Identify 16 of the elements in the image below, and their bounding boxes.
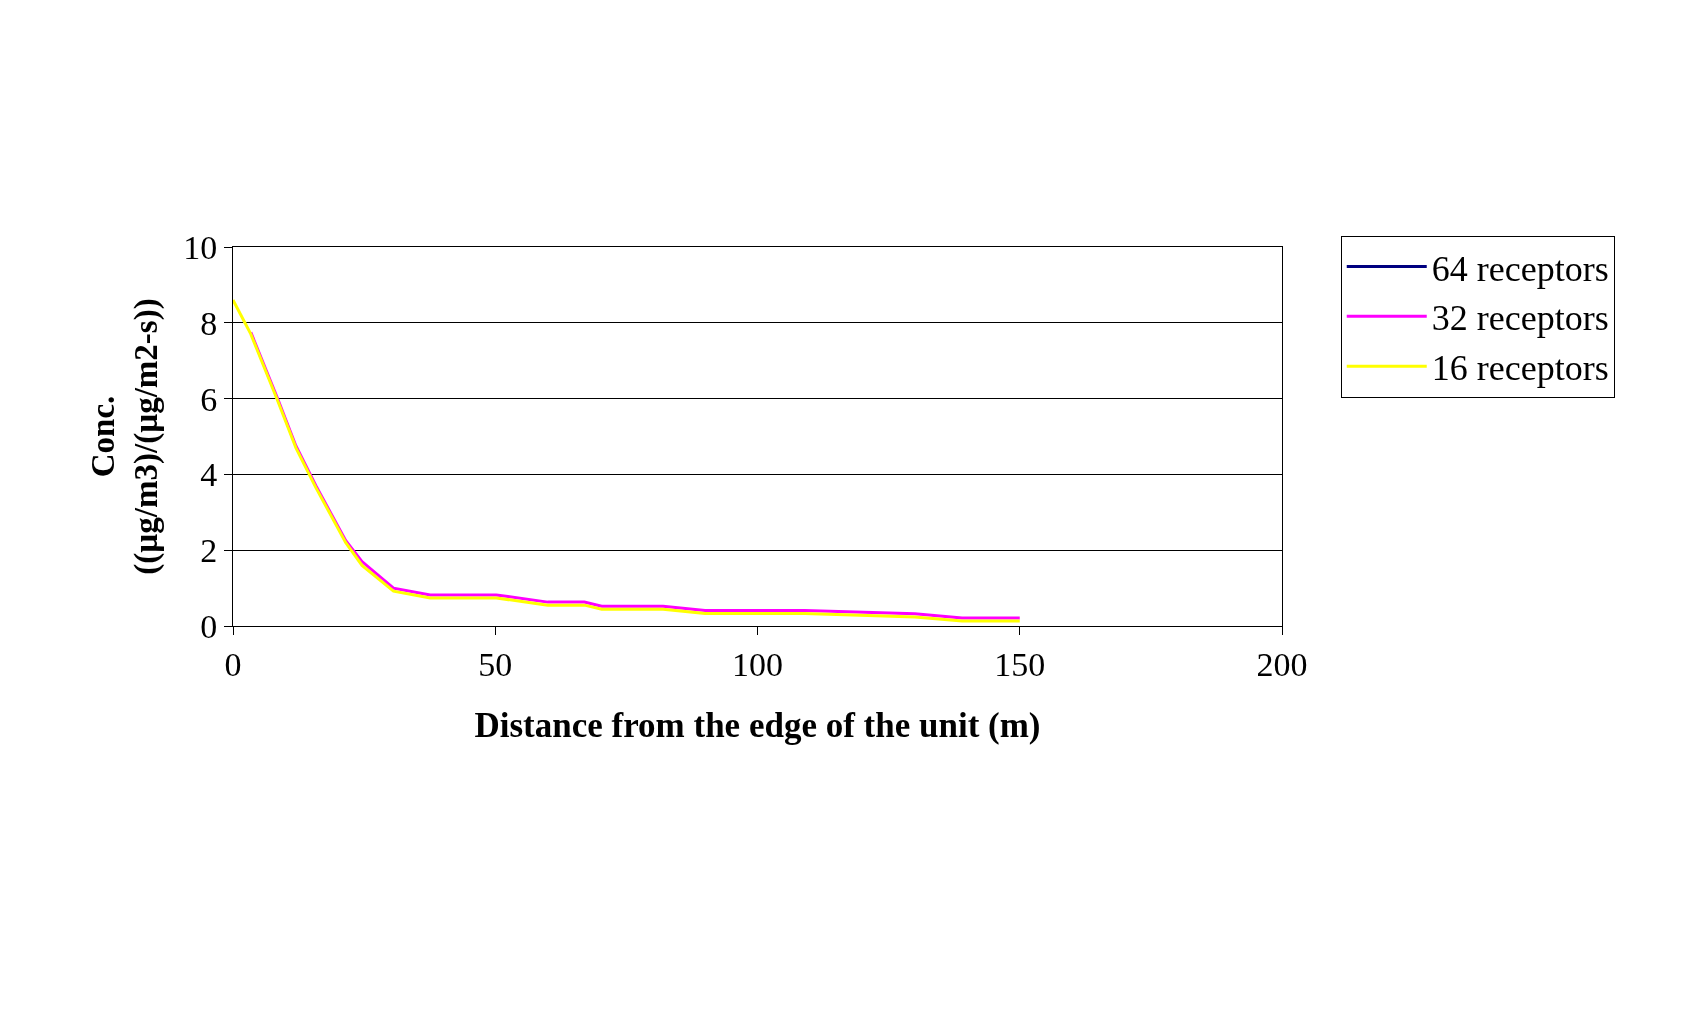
x-tick-label: 150 bbox=[994, 645, 1046, 683]
y-tick-label: 6 bbox=[200, 380, 218, 418]
x-tick-label: 100 bbox=[732, 645, 783, 683]
y-axis-title: Conc. ((µg/m3)/(µg/m2-s)) bbox=[85, 298, 166, 575]
legend-label: 64 receptors bbox=[1431, 248, 1609, 289]
x-axis-title: Distance from the edge of the unit (m) bbox=[474, 705, 1041, 745]
y-tick-label: 8 bbox=[200, 304, 218, 342]
y-tick-label: 2 bbox=[200, 532, 218, 570]
y-tick-label: 4 bbox=[200, 456, 218, 494]
x-tick-label: 0 bbox=[224, 645, 242, 683]
x-tick-label: 200 bbox=[1256, 645, 1308, 683]
y-tick-label: 0 bbox=[200, 607, 218, 645]
legend-label: 32 receptors bbox=[1431, 298, 1609, 339]
legend-label: 16 receptors bbox=[1431, 348, 1609, 389]
x-tick-label: 50 bbox=[478, 645, 513, 683]
y-tick-label: 10 bbox=[183, 228, 218, 266]
